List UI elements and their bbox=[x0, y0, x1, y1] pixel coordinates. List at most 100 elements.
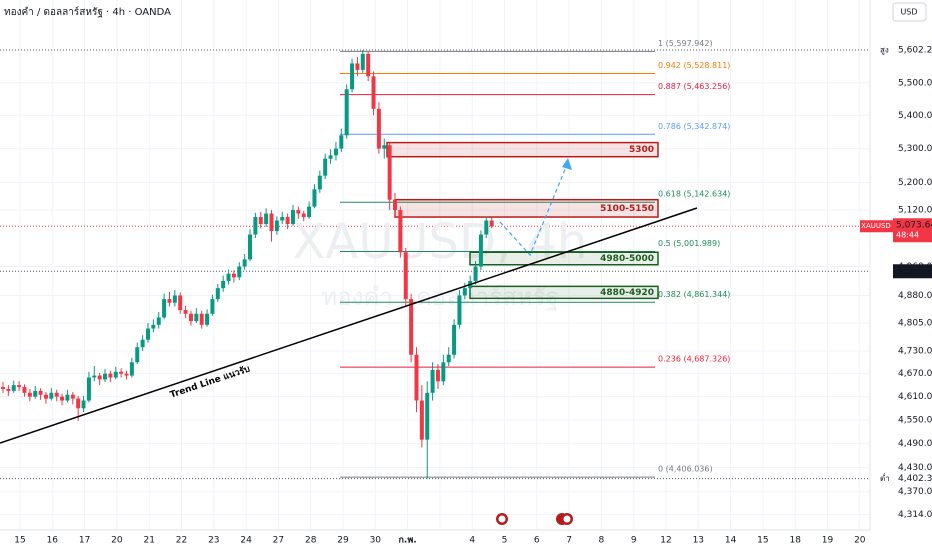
candle-body bbox=[430, 369, 435, 393]
candle-body bbox=[403, 252, 408, 300]
x-tick-label: 30 bbox=[370, 536, 382, 546]
candle-body bbox=[312, 189, 317, 207]
x-tick-label: 28 bbox=[305, 536, 317, 546]
y-tick-label: 5,200.000 bbox=[898, 178, 932, 188]
currency: USD bbox=[900, 8, 917, 17]
zone-label: 4880-4920 bbox=[600, 288, 654, 298]
candle-body bbox=[97, 375, 102, 380]
candle-body bbox=[199, 313, 204, 325]
x-tick-label: 5 bbox=[502, 536, 508, 546]
candle-body bbox=[317, 175, 322, 190]
y-tick-label: 4,730.000 bbox=[898, 346, 932, 356]
candle-body bbox=[17, 385, 22, 388]
y-tick-label: 4,550.000 bbox=[898, 415, 932, 425]
fib-label: 0.942 (5,528.811) bbox=[658, 61, 730, 70]
currency-box bbox=[892, 2, 927, 22]
candle-body bbox=[366, 53, 371, 77]
y-tick-label: 4,670.000 bbox=[898, 369, 932, 379]
zone-label: 4980-5000 bbox=[600, 254, 654, 264]
fib-label: 0.5 (5,001.989) bbox=[658, 239, 720, 248]
candle-body bbox=[183, 310, 188, 314]
candle-body bbox=[86, 377, 91, 401]
candle-body bbox=[360, 53, 365, 70]
candle-body bbox=[76, 398, 81, 409]
y-tick-label: 4,490.000 bbox=[898, 439, 932, 449]
candle-body bbox=[339, 135, 344, 149]
fib-label: 0 (4,406.036) bbox=[658, 465, 713, 474]
candle-body bbox=[269, 213, 274, 232]
zone bbox=[386, 141, 659, 158]
x-tick-label: 9 bbox=[631, 536, 637, 546]
symbol-tag-label: XAUUSD bbox=[861, 222, 891, 230]
candle-body bbox=[38, 390, 43, 395]
candle-body bbox=[484, 220, 489, 235]
candle-body bbox=[376, 108, 381, 149]
candle-body bbox=[446, 354, 451, 363]
candle-body bbox=[167, 299, 172, 303]
y-tick-label: 4,805.000 bbox=[898, 318, 932, 328]
x-tick-label: 15 bbox=[757, 536, 768, 546]
candle-body bbox=[103, 373, 108, 380]
grid bbox=[0, 0, 870, 530]
price-tag-label: 5,602.225 bbox=[898, 46, 932, 56]
candle-body bbox=[333, 148, 338, 156]
candle-body bbox=[194, 313, 199, 322]
y-tick-label: 4,430.000 bbox=[898, 463, 932, 473]
candle-body bbox=[387, 145, 392, 200]
y-tick-label: 4,370.000 bbox=[898, 487, 932, 497]
x-tick-label: 23 bbox=[208, 536, 219, 546]
y-tick-label: 5,120.000 bbox=[898, 206, 932, 216]
x-tick-label: 6 bbox=[534, 536, 540, 546]
candle-body bbox=[419, 400, 424, 440]
candle-body bbox=[478, 234, 483, 267]
plot: 1 (5,597.942) 0.942 (5,528.811) 0.887 (5,4… bbox=[1, 39, 730, 479]
price-tag bbox=[893, 43, 932, 58]
candle-body bbox=[248, 234, 253, 260]
candle-body bbox=[462, 288, 467, 296]
x-tick-label: 21 bbox=[143, 536, 154, 546]
candle-body bbox=[49, 392, 54, 399]
candle-body bbox=[81, 400, 86, 409]
candle-body bbox=[108, 373, 113, 378]
symbol-tag bbox=[860, 220, 893, 233]
candle-body bbox=[221, 280, 226, 289]
candle-body bbox=[264, 213, 269, 225]
x-tick-label: 20 bbox=[111, 536, 123, 546]
zone-label: 5100-5150 bbox=[600, 204, 654, 214]
candle-body bbox=[307, 206, 312, 218]
candle-body bbox=[65, 394, 70, 401]
fib-label: 1 (5,597.942) bbox=[658, 39, 713, 48]
candle-body bbox=[425, 392, 430, 440]
y-tick-label: 5,500.000 bbox=[898, 78, 932, 88]
candle-body bbox=[285, 217, 290, 225]
candle-body bbox=[242, 259, 247, 267]
x-tick-label: 24 bbox=[240, 536, 252, 546]
x-tick-label: 19 bbox=[822, 536, 834, 546]
candle-body bbox=[409, 299, 414, 355]
candle-body bbox=[145, 328, 150, 340]
candle-body bbox=[226, 273, 231, 281]
x-tick-label: 4 bbox=[469, 536, 475, 546]
candle-body bbox=[70, 394, 75, 399]
candle-body bbox=[280, 217, 285, 221]
candle-body bbox=[231, 273, 236, 278]
candle-body bbox=[11, 385, 16, 391]
price-tag-name: สูง bbox=[880, 46, 889, 56]
candle-body bbox=[129, 362, 134, 376]
arrow-head bbox=[562, 158, 572, 170]
fib-label: 0.786 (5,342.874) bbox=[658, 122, 730, 131]
candle-body bbox=[205, 313, 210, 325]
candle-body bbox=[398, 210, 403, 253]
y-tick-label: 4,880.000 bbox=[898, 291, 932, 301]
candle-body bbox=[6, 388, 11, 391]
candle-body bbox=[162, 299, 167, 318]
candle-body bbox=[253, 217, 258, 235]
candle-body bbox=[371, 76, 376, 109]
candle-body bbox=[274, 220, 279, 232]
candle-body bbox=[60, 396, 65, 401]
candle-body bbox=[237, 266, 242, 278]
candle-body bbox=[435, 369, 440, 382]
fib-label: 0.887 (5,463.256) bbox=[658, 82, 730, 91]
